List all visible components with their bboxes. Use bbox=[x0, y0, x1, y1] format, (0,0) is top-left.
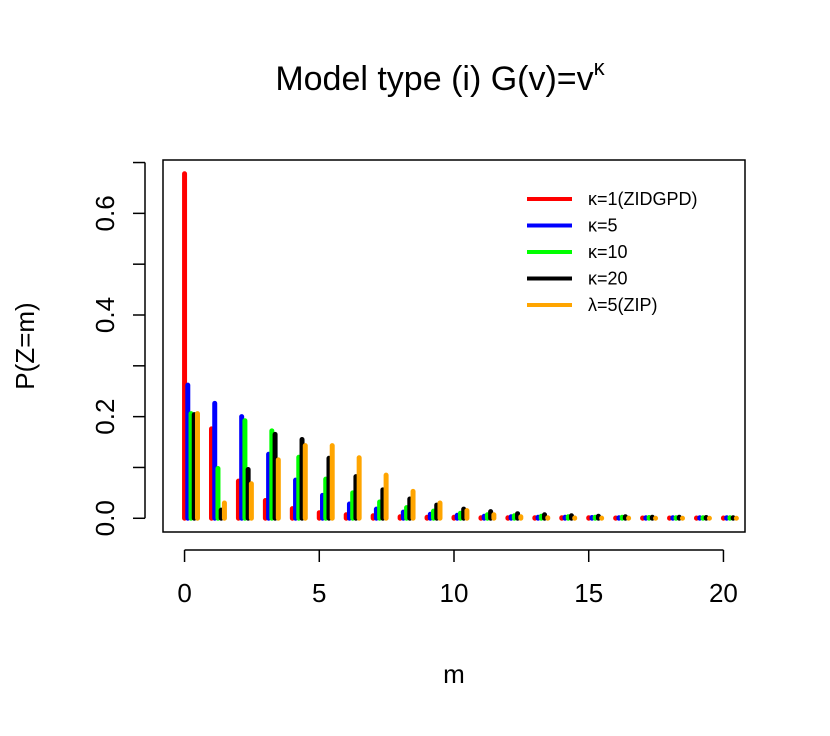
y-tick-label: 0.2 bbox=[90, 399, 120, 435]
legend: κ=1(ZIDGPD) κ=5 κ=10 κ=20 λ=5(ZIP) bbox=[527, 189, 698, 315]
y-axis: 0.0 0.2 0.4 0.6 bbox=[90, 161, 146, 536]
y-axis-label: P(Z=m) bbox=[10, 302, 40, 389]
x-tick-label: 15 bbox=[574, 578, 603, 608]
chart-title-superscript: κ bbox=[594, 55, 606, 80]
x-tick-label: 10 bbox=[440, 578, 469, 608]
chart-title-main: Model type (i) G(v)=v bbox=[275, 60, 593, 98]
y-tick-label: 0.0 bbox=[90, 500, 120, 536]
legend-label-2: κ=10 bbox=[588, 242, 628, 262]
legend-label-0: κ=1(ZIDGPD) bbox=[588, 189, 698, 209]
x-axis-label: m bbox=[443, 659, 465, 689]
x-tick-label: 0 bbox=[177, 578, 191, 608]
bars-group bbox=[182, 171, 739, 521]
legend-label-3: κ=20 bbox=[588, 269, 628, 289]
y-tick-label: 0.6 bbox=[90, 195, 120, 231]
x-tick-label: 20 bbox=[709, 578, 738, 608]
y-tick-label: 0.4 bbox=[90, 297, 120, 333]
legend-label-4: λ=5(ZIP) bbox=[588, 295, 658, 315]
legend-label-1: κ=5 bbox=[588, 216, 618, 236]
x-tick-label: 5 bbox=[312, 578, 326, 608]
chart-title: Model type (i) G(v)=vκ bbox=[275, 55, 605, 98]
x-axis: 0 5 10 15 20 bbox=[177, 549, 738, 608]
plot-frame bbox=[162, 159, 746, 533]
